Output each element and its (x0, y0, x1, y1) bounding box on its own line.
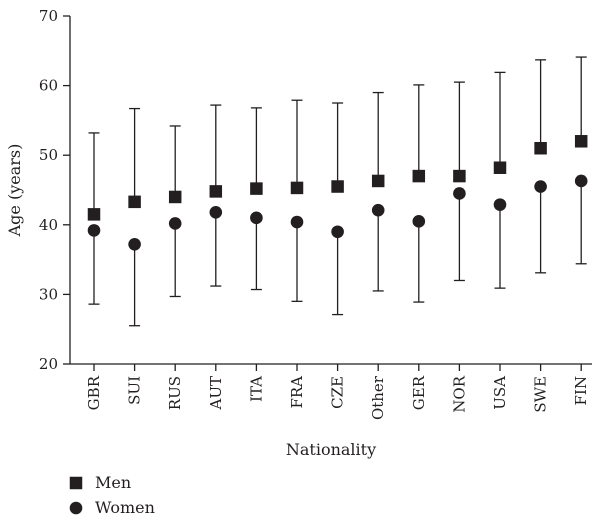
men-point (371, 174, 385, 188)
x-tick-label: GER (410, 375, 428, 410)
women-point (87, 224, 101, 237)
men-point (290, 181, 304, 195)
legend-square-icon (69, 476, 83, 490)
women-point (371, 203, 385, 217)
x-tick-label: SUI (126, 376, 144, 405)
men-point (331, 180, 344, 193)
legend-circle-icon (69, 501, 83, 515)
men-point (250, 182, 263, 195)
x-tick-label: AUT (207, 376, 225, 410)
y-axis-title: Age (years) (5, 144, 24, 238)
men-point (453, 169, 466, 183)
axes (63, 15, 592, 371)
women-point (128, 237, 141, 251)
x-tick-label: USA (491, 376, 509, 410)
women-point (168, 217, 182, 230)
error-bars (88, 56, 587, 327)
x-tick-label: FIN (572, 376, 590, 405)
women-point (574, 174, 588, 188)
x-tick-label: GBR (85, 375, 103, 410)
men-point (168, 190, 182, 204)
men-point (493, 161, 507, 174)
women-point (250, 211, 263, 225)
women-point (331, 225, 344, 239)
women-point (534, 180, 547, 193)
women-point (412, 215, 426, 228)
legend-women-label: Women (95, 498, 155, 517)
x-tick-label: Other (369, 375, 387, 420)
y-tick-label: 20 (39, 355, 58, 373)
men-point (128, 195, 141, 209)
y-tick-label: 50 (39, 146, 58, 164)
women-point (453, 187, 466, 200)
x-tick-label: NOR (450, 375, 468, 412)
axis-labels: 20 30 40 50 60 70 GBR SUI RUS AUT ITA FRA CZE Other GE… (5, 7, 590, 459)
legend: Men Women (69, 473, 155, 517)
men-point (87, 208, 101, 221)
men-point (412, 169, 426, 183)
men-point (574, 135, 588, 148)
x-tick-label: ITA (247, 376, 265, 402)
x-tick-label: CZE (329, 376, 347, 409)
x-tick-label: RUS (166, 376, 184, 410)
y-tick-label: 30 (39, 285, 58, 303)
legend-men-label: Men (95, 473, 131, 492)
y-tick-label: 60 (39, 77, 58, 95)
x-axis-title: Nationality (286, 440, 376, 459)
data-marks (87, 135, 588, 251)
x-tick-label: SWE (532, 376, 550, 413)
y-tick-label: 70 (39, 7, 58, 25)
x-tick-label: FRA (288, 376, 306, 409)
men-point (209, 185, 223, 198)
women-point (290, 215, 304, 229)
women-point (209, 205, 223, 219)
women-point (493, 198, 507, 211)
men-point (534, 141, 547, 155)
y-tick-label: 40 (39, 216, 58, 234)
